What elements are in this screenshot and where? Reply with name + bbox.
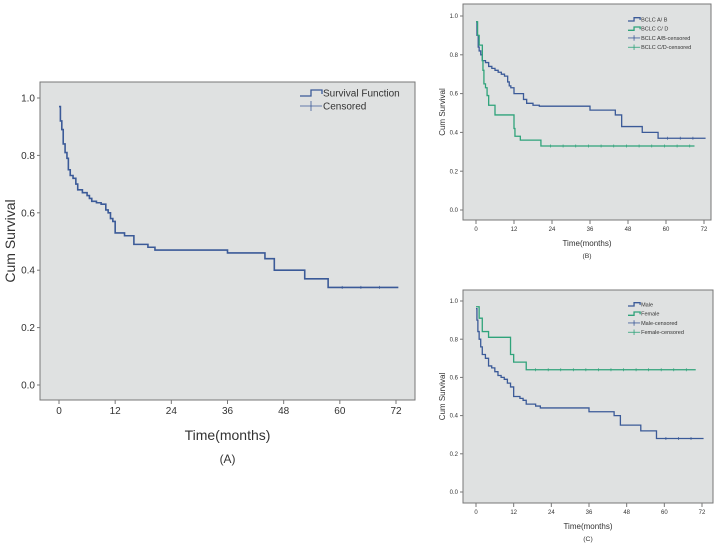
x-tick-label: 24: [166, 406, 178, 417]
legend-label: Female-censored: [641, 330, 684, 336]
legend-label: Male-censored: [641, 321, 677, 327]
y-axis-label: Cum Survival: [438, 373, 447, 421]
y-tick-label: 1.0: [21, 94, 35, 105]
legend-step-icon: [300, 89, 323, 97]
y-tick-label: 0.8: [450, 53, 459, 59]
x-tick-label: 24: [548, 510, 555, 516]
panel-a: 0.0 0.2 0.4 0.6 0.8 1.0 0 12 24 36 48 60 72 Time(mont…: [2, 81, 416, 466]
panel-label: (C): [583, 536, 592, 543]
x-tick-label: 60: [334, 406, 346, 417]
legend-label: BCLC A/B-censored: [641, 36, 690, 42]
y-tick-label: 0.4: [450, 131, 459, 137]
x-axis-label: Time(months): [563, 522, 612, 531]
x-tick-label: 72: [390, 406, 402, 417]
y-axis-label: Cum Survival: [2, 199, 18, 282]
x-axis-label: Time(months): [562, 239, 611, 248]
panel-label: (A): [220, 452, 236, 466]
y-tick-label: 0.0: [21, 381, 35, 392]
x-tick-label: 60: [663, 227, 670, 233]
x-tick-label: 0: [56, 406, 62, 417]
y-tick-label: 1.0: [450, 299, 459, 305]
x-tick-label: 72: [699, 510, 706, 516]
y-tick-label: 0.0: [450, 490, 459, 496]
x-tick-label: 0: [474, 227, 478, 233]
x-tick-label: 48: [623, 510, 630, 516]
x-tick-label: 24: [549, 227, 556, 233]
x-tick-label: 36: [586, 510, 593, 516]
x-tick-label: 72: [701, 227, 708, 233]
legend-step-icon: [628, 26, 641, 31]
y-tick-label: 0.2: [21, 323, 35, 334]
legend-label: Survival Function: [323, 89, 400, 100]
x-tick-label: 36: [222, 406, 234, 417]
x-tick-label: 12: [510, 510, 517, 516]
survival-line-2: [476, 21, 695, 147]
x-tick-label: 12: [110, 406, 122, 417]
y-axis-label: Cum Survival: [438, 88, 447, 136]
y-tick-label: 0.2: [450, 169, 459, 175]
legend-label: BCLC C/D-censored: [641, 45, 691, 51]
x-tick-label: 60: [661, 510, 668, 516]
legend-label: Female: [641, 312, 659, 318]
y-tick-label: 0.4: [450, 414, 459, 420]
survival-line-1: [476, 307, 704, 440]
x-tick-label: 0: [474, 510, 478, 516]
survival-line-2: [476, 306, 696, 371]
legend-label: BCLC A/ B: [641, 17, 668, 23]
legend-label: Male: [641, 302, 653, 308]
plot-area: [462, 289, 714, 504]
y-tick-label: 0.6: [21, 208, 35, 219]
panel-b: 0.0 0.2 0.4 0.6 0.8 1.0 0 12 24 36 48 60 72 Time(mont…: [438, 3, 712, 260]
survival-line-1: [59, 105, 399, 289]
y-tick-label: 0.6: [450, 92, 459, 98]
y-tick-label: 0.8: [450, 337, 459, 343]
plot-area: [39, 81, 416, 401]
legend-step-icon: [628, 17, 641, 22]
y-tick-label: 0.6: [450, 376, 459, 382]
legend-step-icon: [628, 311, 641, 316]
y-tick-label: 0.0: [450, 208, 459, 214]
y-tick-label: 0.2: [450, 452, 459, 458]
x-tick-label: 36: [587, 227, 594, 233]
panel-c: 0.0 0.2 0.4 0.6 0.8 1.0 0 12 24 36 48 60 72 Time(mont…: [438, 289, 714, 543]
plot-area: [462, 3, 712, 221]
y-tick-label: 1.0: [450, 14, 459, 20]
survival-line-1: [476, 21, 706, 139]
x-tick-label: 48: [625, 227, 632, 233]
y-tick-label: 0.4: [21, 266, 35, 277]
x-axis-label: Time(months): [185, 427, 271, 443]
x-tick-label: 48: [278, 406, 290, 417]
legend-label: BCLC C/ D: [641, 27, 668, 33]
legend-step-icon: [628, 302, 641, 307]
legend-label: Censored: [323, 102, 366, 113]
y-tick-label: 0.8: [21, 151, 35, 162]
x-tick-label: 12: [511, 227, 518, 233]
panel-label: (B): [582, 253, 591, 260]
